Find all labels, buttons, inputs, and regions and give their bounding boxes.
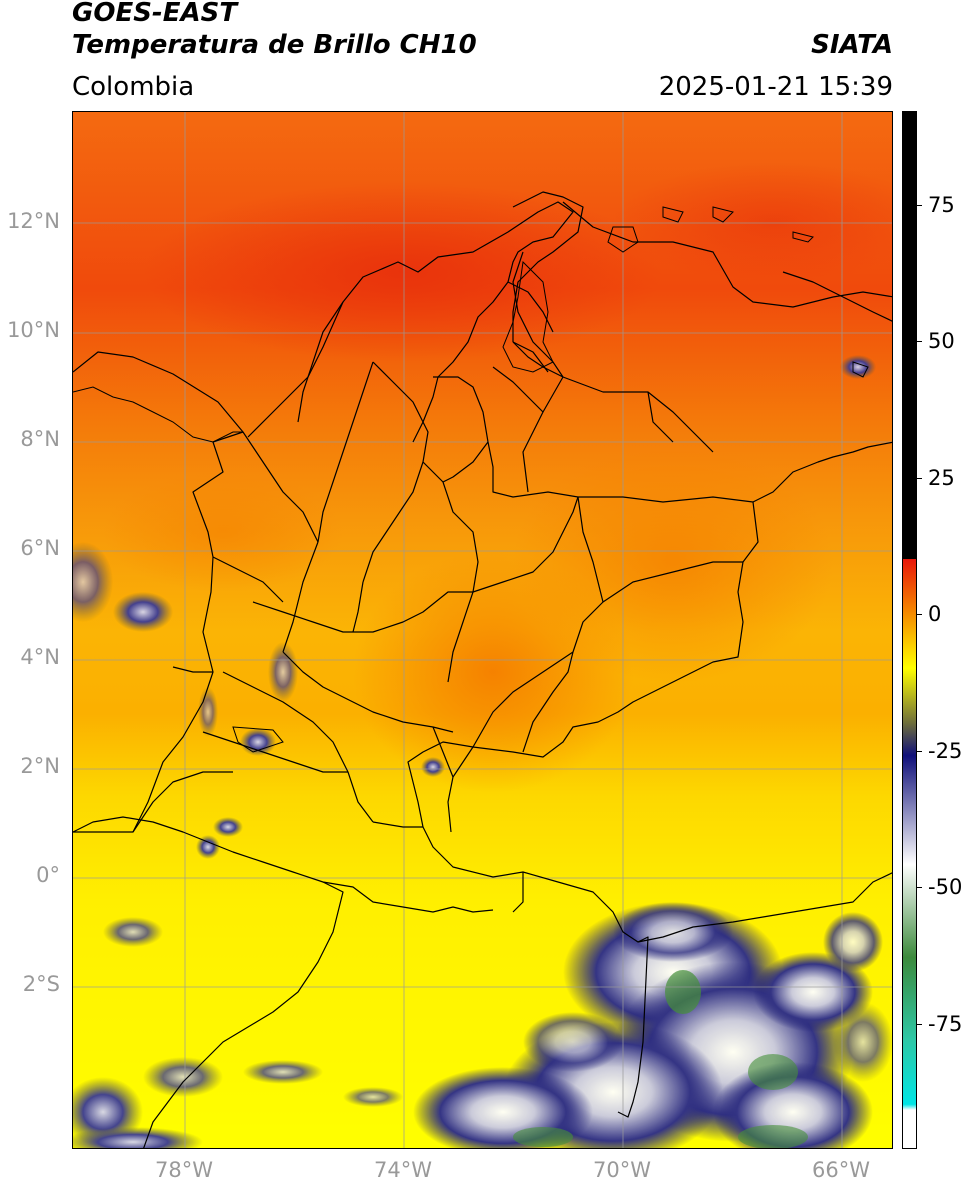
brightness-temperature-map: [73, 112, 892, 1148]
colorbar-tick-75: [917, 205, 922, 206]
lon-label-78w: 78°W: [155, 1158, 213, 1182]
lat-label-2n: 2°N: [20, 754, 60, 778]
lon-label-70w: 70°W: [593, 1158, 651, 1182]
lat-label-10n: 10°N: [7, 318, 60, 342]
colorbar-tick-neg50: [917, 887, 922, 888]
lon-label-66w: 66°W: [812, 1158, 870, 1182]
colorbar-tick-neg25: [917, 751, 922, 752]
colorbar-label-neg75: -75: [928, 1012, 963, 1036]
temperature-colorbar: [902, 111, 917, 1149]
product-title: Temperatura de Brillo CH10: [72, 30, 477, 60]
colorbar-tick-neg75: [917, 1024, 922, 1025]
lat-label-0: 0°: [36, 863, 60, 887]
colorbar-label-75: 75: [928, 193, 955, 217]
lat-label-2s: 2°S: [22, 972, 60, 996]
satellite-title: GOES-EAST: [72, 0, 238, 28]
graticule: [73, 112, 892, 1148]
coastlines: [73, 206, 869, 753]
colorbar-label-25: 25: [928, 466, 955, 490]
colorbar-label-neg25: -25: [928, 739, 963, 763]
lat-label-4n: 4°N: [20, 645, 60, 669]
colombia-border: [73, 351, 244, 833]
colorbar-label-neg50: -50: [928, 875, 963, 899]
colorbar-label-0: 0: [928, 602, 942, 626]
agency-label: SIATA: [811, 30, 893, 60]
map-panel[interactable]: [72, 111, 893, 1149]
colorbar-tick-50: [917, 341, 922, 342]
political-boundaries: [73, 191, 892, 1148]
storm-clouds: [73, 355, 892, 1148]
lon-label-74w: 74°W: [374, 1158, 432, 1182]
lat-label-8n: 8°N: [20, 427, 60, 451]
colorbar-label-50: 50: [928, 329, 955, 353]
lat-label-6n: 6°N: [20, 536, 60, 560]
colorbar-tick-0: [917, 614, 922, 615]
lat-label-12n: 12°N: [7, 209, 60, 233]
timestamp-label: 2025-01-21 15:39: [658, 72, 893, 102]
colorbar-tick-25: [917, 478, 922, 479]
region-label: Colombia: [72, 72, 195, 102]
